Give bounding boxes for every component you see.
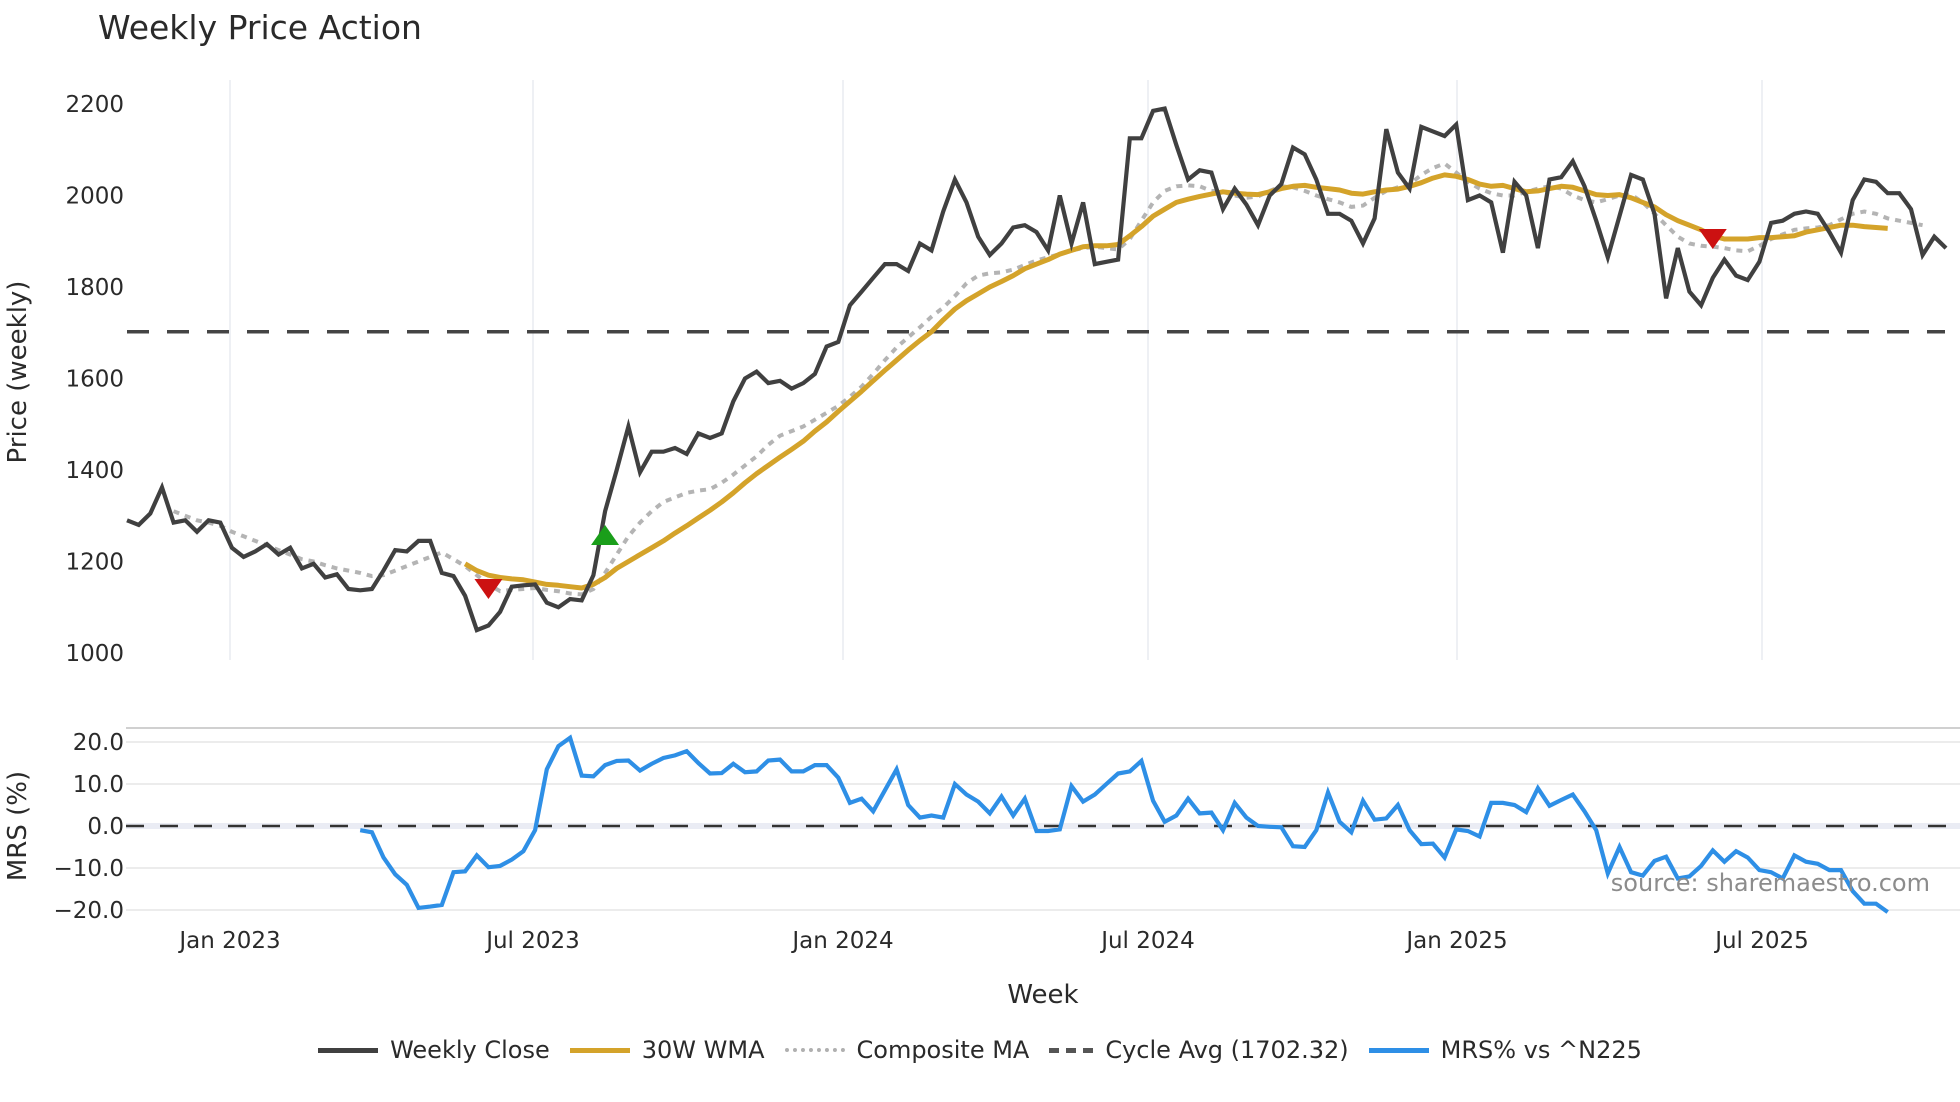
legend-item[interactable]: Weekly Close <box>318 1036 550 1064</box>
mrs-y-axis: 20.0 10.0 0.0 −10.0 −20.0 <box>54 730 124 924</box>
x-axis-title: Week <box>1007 980 1078 1010</box>
legend-swatch-icon <box>569 1047 630 1053</box>
chart-title: Weekly Price Action <box>98 8 422 47</box>
legend-swatch-icon <box>784 1048 845 1052</box>
legend-label: MRS% vs ^N225 <box>1440 1036 1642 1064</box>
buy-signal-triangle-up-icon <box>591 524 620 545</box>
price-tick-label: 1800 <box>65 275 124 301</box>
mrs-tick-label: 20.0 <box>73 730 124 756</box>
mrs-line <box>359 734 1889 914</box>
mrs-tick-label: −20.0 <box>54 898 124 924</box>
legend-item[interactable]: MRS% vs ^N225 <box>1368 1036 1642 1064</box>
sell-signal-triangle-down-icon <box>1698 228 1727 249</box>
legend-swatch-icon <box>1368 1047 1429 1053</box>
price-tick-label: 1600 <box>65 367 124 393</box>
composite-ma-line <box>172 161 1923 597</box>
legend-label: Composite MA <box>856 1036 1030 1064</box>
legend-swatch-icon <box>1049 1047 1094 1053</box>
legend: Weekly Close 30W WMA Composite MA Cycle Avg… <box>0 1036 1960 1064</box>
legend-item[interactable]: Cycle Avg (1702.32) <box>1049 1036 1349 1064</box>
legend-label: Weekly Close <box>390 1036 550 1064</box>
legend-label: 30W WMA <box>641 1036 765 1064</box>
x-tick-label: Jan 2025 <box>1404 928 1507 954</box>
x-axis: Jan 2023 Jul 2023 Jan 2024 Jul 2024 Jan 2025… <box>177 928 1808 954</box>
x-tick-label: Jul 2024 <box>1099 928 1195 954</box>
mrs-axis-title: MRS (%) <box>3 771 33 881</box>
price-tick-label: 2000 <box>65 184 124 210</box>
gridlines <box>126 80 1960 911</box>
weekly-close-line <box>126 106 1948 633</box>
legend-label: Cycle Avg (1702.32) <box>1105 1036 1349 1064</box>
mrs-tick-label: 0.0 <box>87 814 124 840</box>
x-tick-label: Jan 2023 <box>177 928 280 954</box>
wma-30w-line <box>463 172 1888 591</box>
signal-markers <box>474 228 1727 599</box>
price-tick-label: 1200 <box>65 550 124 576</box>
plot-series <box>126 106 1960 914</box>
price-axis-title: Price (weekly) <box>3 281 33 464</box>
price-tick-label: 1400 <box>65 458 124 484</box>
legend-item[interactable]: Composite MA <box>784 1036 1030 1064</box>
legend-swatch-icon <box>318 1047 379 1053</box>
x-tick-label: Jul 2025 <box>1713 928 1809 954</box>
x-tick-label: Jul 2023 <box>484 928 580 954</box>
source-label: source: sharemaestro.com <box>1611 869 1930 897</box>
sell-signal-triangle-down-icon <box>474 578 503 599</box>
mrs-tick-label: 10.0 <box>73 772 124 798</box>
price-y-axis: 2200 2000 1800 1600 1400 1200 1000 <box>65 92 124 667</box>
price-tick-label: 1000 <box>65 641 124 667</box>
x-tick-label: Jan 2024 <box>790 928 893 954</box>
legend-item[interactable]: 30W WMA <box>569 1036 765 1064</box>
price-tick-label: 2200 <box>65 92 124 118</box>
mrs-tick-label: −10.0 <box>54 856 124 882</box>
